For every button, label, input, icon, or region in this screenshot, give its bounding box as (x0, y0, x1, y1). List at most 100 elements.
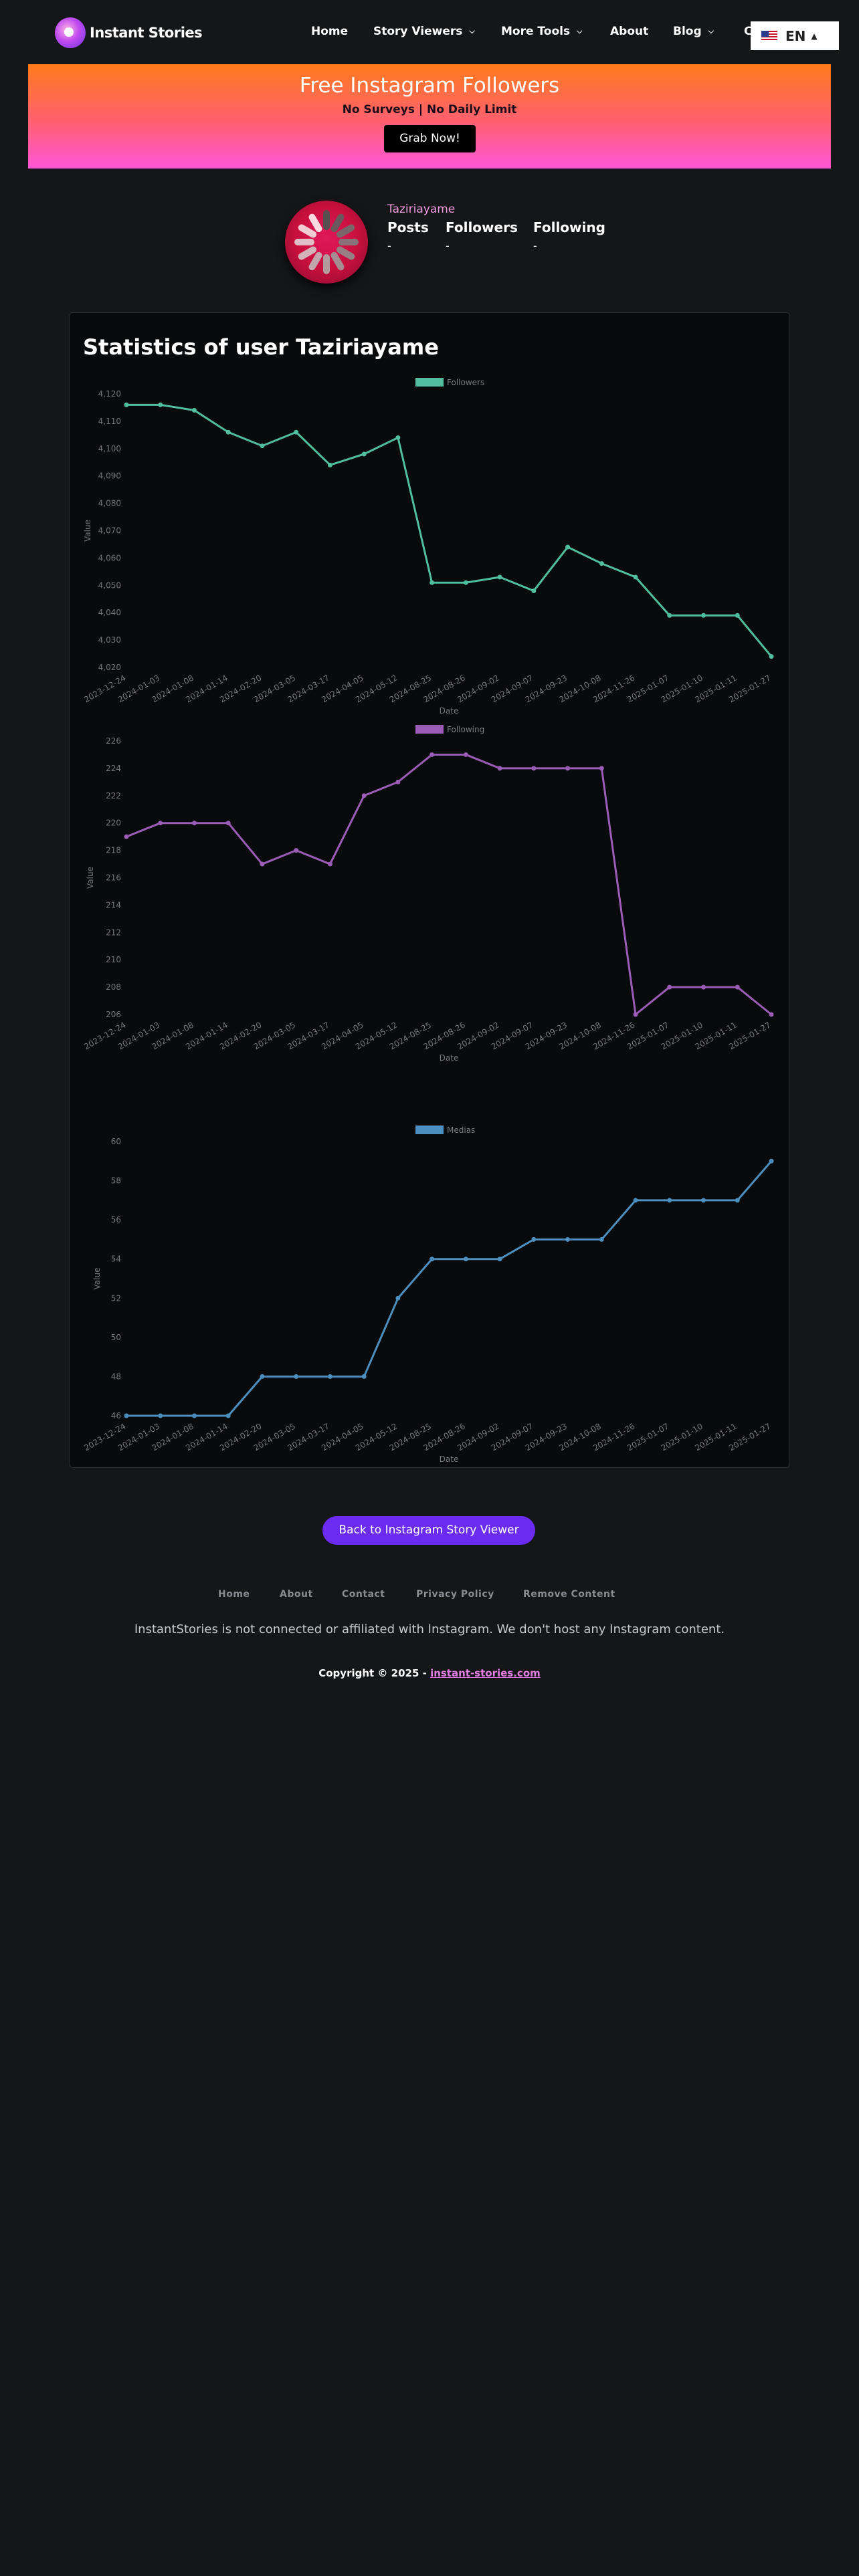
data-point (158, 402, 163, 407)
footer-link-home[interactable]: Home (218, 1589, 250, 1600)
language-selector[interactable]: EN ▲ (751, 21, 839, 50)
y-tick-label: 208 (106, 982, 121, 992)
data-point (225, 1413, 231, 1418)
nav-blog[interactable]: Blog ⌵ (673, 25, 714, 38)
nav-about[interactable]: About (610, 25, 649, 38)
data-point (769, 1158, 774, 1164)
y-tick-label: 48 (111, 1372, 121, 1381)
site-logo[interactable]: Instant Stories (55, 17, 203, 48)
y-tick-label: 46 (111, 1411, 121, 1420)
data-point (735, 613, 740, 618)
data-point (667, 613, 672, 618)
data-point (667, 1198, 672, 1203)
y-axis-label: Value (86, 867, 95, 889)
spinner-segment (298, 224, 317, 238)
data-point (191, 821, 197, 826)
data-point (395, 1295, 401, 1301)
profile-username: Taziriayame (387, 203, 456, 216)
spinner-segment (294, 239, 314, 245)
spinner-segment (330, 213, 345, 233)
spinner-segment (336, 246, 355, 260)
spinner-segment (323, 210, 330, 230)
data-point (294, 1374, 299, 1379)
footer-link-remove-content[interactable]: Remove Content (523, 1589, 615, 1600)
data-point (430, 752, 435, 757)
y-tick-label: 206 (106, 1010, 121, 1019)
nav-story-viewers[interactable]: Story Viewers ⌵ (373, 25, 475, 38)
data-point (158, 1413, 163, 1418)
data-point (565, 766, 571, 771)
y-tick-label: 226 (106, 736, 121, 746)
chevron-down-icon: ⌵ (708, 27, 714, 35)
footer-link-contact[interactable]: Contact (342, 1589, 385, 1600)
nav-contact[interactable]: C (744, 25, 753, 38)
logo-text: Instant Stories (90, 25, 203, 41)
data-point (497, 766, 502, 771)
y-tick-label: 4,050 (98, 580, 121, 590)
data-point (497, 574, 502, 580)
y-tick-label: 4,100 (98, 444, 121, 453)
banner-title: Free Instagram Followers (299, 74, 560, 98)
copyright-text: Copyright © 2025 - (318, 1667, 431, 1679)
data-point (531, 1237, 537, 1242)
data-point (565, 544, 571, 550)
y-tick-label: 50 (111, 1333, 121, 1342)
y-tick-label: 218 (106, 846, 121, 855)
data-point (260, 861, 265, 867)
data-point (361, 451, 367, 457)
legend-swatch (415, 1125, 444, 1134)
grab-now-button[interactable]: Grab Now! (384, 125, 476, 152)
y-tick-label: 224 (106, 764, 121, 773)
data-point (769, 1012, 774, 1017)
legend-swatch (415, 378, 444, 387)
nav-home[interactable]: Home (311, 25, 349, 38)
y-tick-label: 4,080 (98, 499, 121, 508)
data-point (565, 1237, 571, 1242)
chevron-down-icon: ⌵ (469, 27, 475, 35)
y-tick-label: 4,070 (98, 526, 121, 536)
x-axis-label: Date (440, 1455, 459, 1464)
y-tick-label: 4,110 (98, 417, 121, 426)
us-flag-icon (761, 30, 777, 41)
data-point (361, 1374, 367, 1379)
nav-more-tools[interactable]: More Tools ⌵ (501, 25, 583, 38)
data-point (633, 574, 638, 580)
spinner-segment (339, 239, 359, 245)
data-point (701, 984, 706, 990)
chevron-up-icon: ▲ (811, 31, 818, 41)
data-point (260, 1374, 265, 1379)
data-point (531, 766, 537, 771)
data-point (531, 588, 537, 593)
y-tick-label: 4,090 (98, 471, 121, 481)
data-point (225, 429, 231, 435)
back-to-story-viewer-button[interactable]: Back to Instagram Story Viewer (322, 1516, 535, 1545)
y-tick-label: 4,060 (98, 553, 121, 562)
legend-label: Medias (447, 1125, 475, 1135)
data-point (599, 766, 604, 771)
footer-link-privacy-policy[interactable]: Privacy Policy (416, 1589, 494, 1600)
series-line (126, 753, 772, 1016)
data-point (599, 1237, 604, 1242)
y-tick-label: 58 (111, 1176, 121, 1186)
data-point (735, 1198, 740, 1203)
y-tick-label: 4,030 (98, 635, 121, 645)
copyright: Copyright © 2025 - instant-stories.com (0, 1667, 859, 1679)
data-point (463, 1257, 468, 1262)
copyright-link[interactable]: instant-stories.com (430, 1667, 541, 1679)
footer-link-about[interactable]: About (280, 1589, 313, 1600)
data-point (294, 429, 299, 435)
data-point (701, 613, 706, 618)
following-label: Following (533, 219, 605, 235)
medias-chart: Medias4648505254565860Value2023-12-24202… (82, 1125, 774, 1464)
data-point (633, 1012, 638, 1017)
y-axis-label: Value (92, 1268, 102, 1290)
y-tick-label: 210 (106, 955, 121, 964)
statistics-title: Statistics of user Taziriayame (83, 334, 439, 360)
data-point (225, 821, 231, 826)
y-tick-label: 4,020 (98, 663, 121, 672)
banner-subtitle: No Surveys | No Daily Limit (342, 103, 517, 116)
language-label: EN (785, 27, 806, 44)
data-point (667, 984, 672, 990)
data-point (327, 462, 332, 467)
spinner-segment (308, 251, 322, 271)
